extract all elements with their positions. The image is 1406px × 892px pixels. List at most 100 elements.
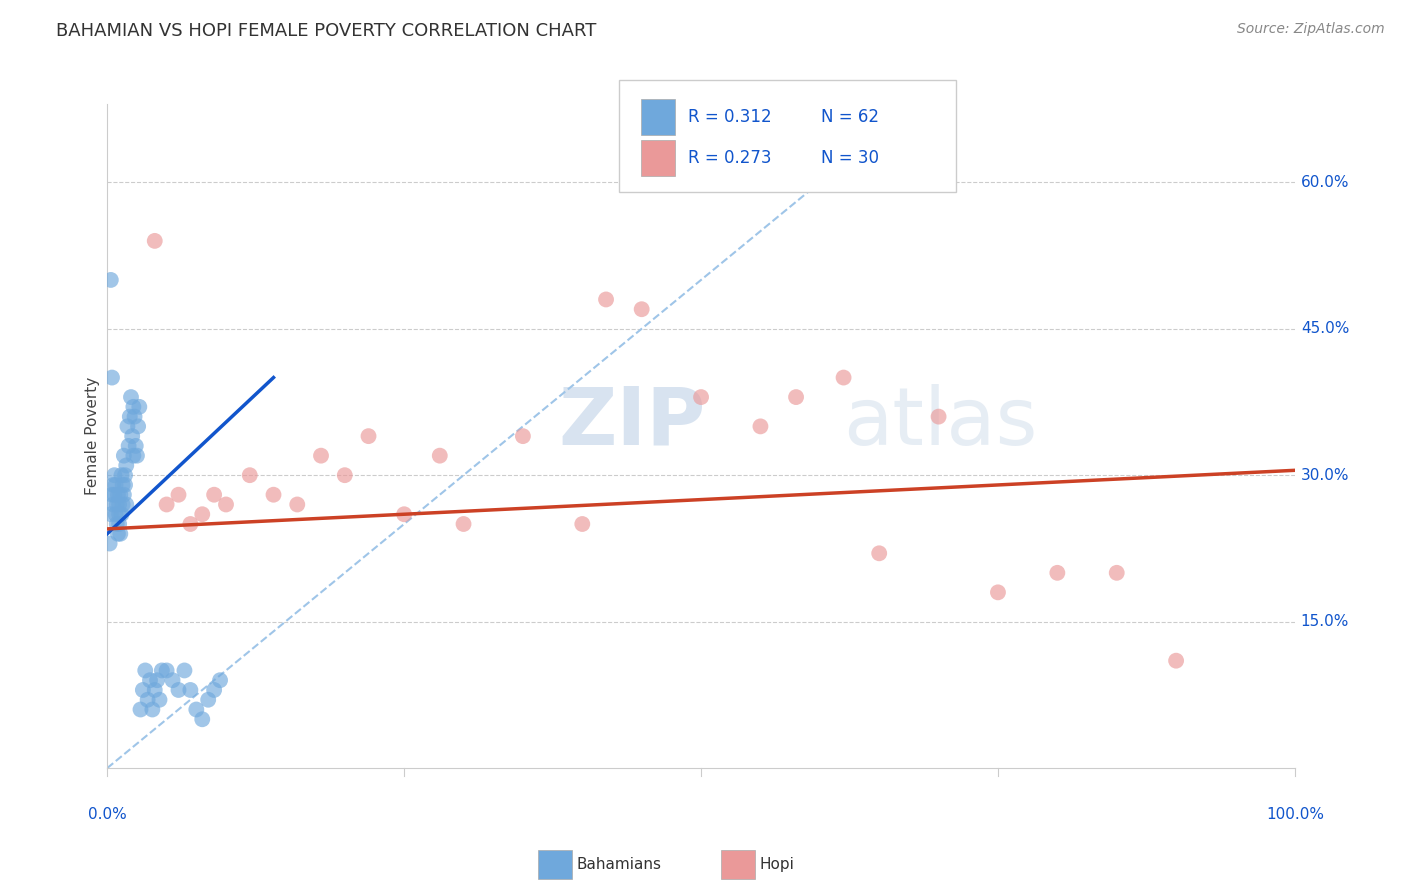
Text: 15.0%: 15.0% [1301,614,1350,629]
Point [595,293,617,307]
Point [110,526,132,541]
Point [785,390,807,404]
Point [186,702,208,716]
Point [987,585,1010,599]
Point [143,683,166,698]
Point [832,370,855,384]
Text: atlas: atlas [844,384,1038,462]
Point [143,234,166,248]
Point [100,273,122,287]
Point [110,468,132,483]
Point [285,498,308,512]
Point [179,683,201,698]
Point [1164,654,1187,668]
Point [122,400,145,414]
Point [101,488,124,502]
Text: BAHAMIAN VS HOPI FEMALE POVERTY CORRELATION CHART: BAHAMIAN VS HOPI FEMALE POVERTY CORRELAT… [56,22,596,40]
Point [128,400,150,414]
Point [122,449,145,463]
Text: 100.0%: 100.0% [1265,807,1324,822]
Point [146,673,169,688]
Point [100,508,122,522]
Point [139,673,162,688]
Point [104,478,127,492]
Text: 45.0%: 45.0% [1301,321,1350,336]
Point [103,488,125,502]
Text: 30.0%: 30.0% [1301,467,1350,483]
Point [112,449,135,463]
Point [173,664,195,678]
Point [114,478,136,492]
Text: Hopi: Hopi [759,857,794,871]
Point [690,390,713,404]
Point [107,526,129,541]
Point [118,409,141,424]
Text: 60.0%: 60.0% [1301,175,1350,190]
Point [868,546,890,560]
Point [104,508,127,522]
Point [117,439,139,453]
Point [162,673,184,688]
Point [105,516,128,531]
Point [148,692,170,706]
Text: N = 30: N = 30 [821,149,879,167]
Point [136,692,159,706]
Point [121,429,143,443]
Point [453,516,475,531]
Point [108,516,131,531]
Point [98,536,121,550]
Point [309,449,332,463]
Point [167,683,190,698]
Point [114,468,136,483]
Text: R = 0.273: R = 0.273 [688,149,770,167]
Point [239,468,262,483]
Point [191,508,214,522]
Point [115,498,138,512]
Point [111,478,134,492]
Point [115,458,138,473]
Point [1046,566,1069,580]
Point [134,664,156,678]
Point [107,488,129,502]
Point [928,409,950,424]
Point [110,508,132,522]
Point [215,498,238,512]
Point [202,488,225,502]
Point [197,692,219,706]
Point [120,390,142,404]
Text: 0.0%: 0.0% [87,807,127,822]
Point [125,439,148,453]
Text: N = 62: N = 62 [821,108,879,126]
Point [105,498,128,512]
Point [101,370,124,384]
Point [108,498,131,512]
Point [512,429,534,443]
Point [263,488,285,502]
Point [150,664,173,678]
Point [124,409,146,424]
Text: ZIP: ZIP [558,384,706,462]
Point [112,488,135,502]
Point [167,488,190,502]
Point [429,449,451,463]
Y-axis label: Female Poverty: Female Poverty [86,377,100,495]
Point [357,429,380,443]
Point [108,508,131,522]
Point [101,498,124,512]
Point [571,516,593,531]
Point [156,664,179,678]
Point [209,673,232,688]
Point [749,419,772,434]
Point [117,419,139,434]
Point [111,498,134,512]
Point [191,712,214,726]
Point [630,302,652,317]
Point [202,683,225,698]
Text: Source: ZipAtlas.com: Source: ZipAtlas.com [1237,22,1385,37]
Point [156,498,179,512]
Point [333,468,356,483]
Point [129,702,152,716]
Text: R = 0.312: R = 0.312 [688,108,770,126]
Point [1105,566,1128,580]
Point [103,468,125,483]
